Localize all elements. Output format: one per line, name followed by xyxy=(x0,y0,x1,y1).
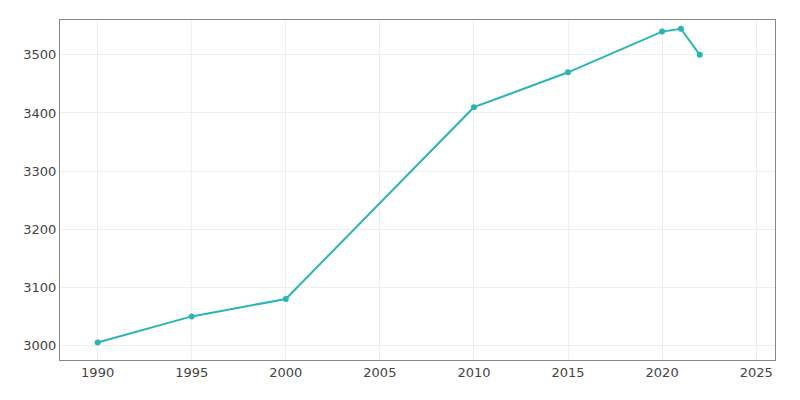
svg-text:2025: 2025 xyxy=(740,365,773,380)
svg-text:3300: 3300 xyxy=(23,164,56,179)
svg-text:1995: 1995 xyxy=(175,365,208,380)
svg-text:3100: 3100 xyxy=(23,280,56,295)
svg-text:3000: 3000 xyxy=(23,338,56,353)
svg-text:3400: 3400 xyxy=(23,106,56,121)
svg-text:2000: 2000 xyxy=(269,365,302,380)
svg-text:3200: 3200 xyxy=(23,222,56,237)
svg-text:3500: 3500 xyxy=(23,47,56,62)
svg-text:2020: 2020 xyxy=(646,365,679,380)
svg-text:2015: 2015 xyxy=(551,365,584,380)
svg-text:2010: 2010 xyxy=(457,365,490,380)
svg-text:2005: 2005 xyxy=(363,365,396,380)
svg-text:1990: 1990 xyxy=(81,365,114,380)
